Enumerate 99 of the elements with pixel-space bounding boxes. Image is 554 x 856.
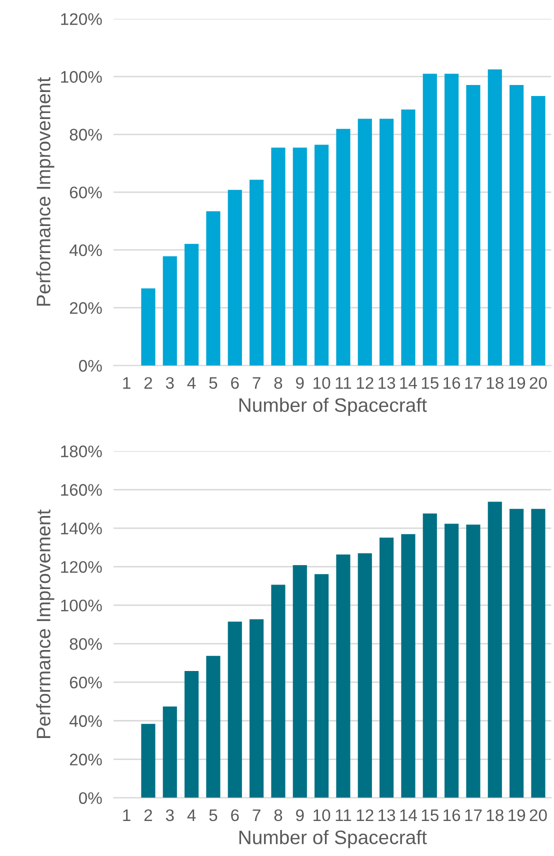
x-axis-title: Number of Spacecraft [239,398,427,416]
x-tick-label: 14 [400,810,418,821]
x-tick-label: 13 [378,377,396,389]
x-axis-title: Number of Spacecraft [239,830,427,848]
bar [488,502,502,798]
bar [292,565,307,798]
bar [228,190,242,366]
x-tick-label: 12 [356,809,374,821]
x-tick-label: 11 [336,810,352,821]
x-tick-label: 7 [252,810,260,821]
x-tick-label: 19 [508,809,526,822]
bar [488,69,502,366]
x-tick-label: 18 [486,377,504,389]
x-tick-label: 6 [231,809,239,822]
bar [250,619,264,798]
x-tick-label: 2 [144,377,152,389]
bar [444,524,459,798]
bar [141,288,156,366]
x-tick-label: 11 [336,377,352,389]
x-tick-label: 7 [252,377,260,389]
x-tick-label: 20 [530,809,547,822]
bar [401,534,416,798]
bar [292,148,307,366]
bar [336,128,350,366]
bar [336,554,350,798]
x-tick-label: 19 [508,377,526,389]
y-tick-label: 140% [61,522,102,534]
x-tick-label: 3 [166,377,174,389]
bar [466,84,480,366]
x-tick-label: 14 [400,377,418,389]
x-tick-label: 5 [209,377,218,389]
bar [380,118,394,366]
y-tick-label: 0% [79,360,102,372]
y-tick-label: 100% [61,600,102,612]
x-tick-label: 16 [444,809,460,822]
bar [358,553,372,798]
bar [206,656,220,798]
x-tick-label: 9 [296,809,304,822]
x-tick-label: 10 [314,377,330,389]
x-tick-label: 13 [378,809,396,822]
x-tick-label: 4 [187,810,196,821]
x-tick-label: 10 [314,809,330,822]
x-tick-label: 2 [144,809,152,821]
bar [184,244,199,366]
y-tick-label: 180% [61,446,102,458]
bar [314,574,329,798]
y-axis-title: Performance Improvement [36,509,54,738]
y-tick-label: 20% [70,754,102,766]
bar [422,514,437,798]
x-tick-label: 16 [444,377,460,389]
y-tick-label: 20% [70,302,102,314]
bar [531,96,546,366]
bar [380,538,394,798]
bar [444,74,459,366]
x-tick-label: 3 [166,809,174,822]
x-tick-label: 17 [465,810,482,821]
bar [510,84,524,366]
x-tick-label: 15 [422,810,438,822]
x-tick-label: 8 [274,809,282,822]
y-tick-label: 60% [70,186,102,198]
bar [510,508,524,798]
bar [141,724,156,798]
x-tick-label: 4 [187,377,196,389]
bar [271,584,286,798]
y-tick-label: 100% [61,71,102,83]
y-tick-label: 120% [61,13,102,26]
x-tick-label: 1 [123,810,130,821]
bar [358,118,372,366]
bar [466,524,480,798]
y-tick-label: 60% [70,676,102,688]
x-tick-label: 20 [530,377,547,389]
x-tick-label: 12 [356,377,374,389]
y-tick-label: 80% [70,128,102,141]
x-tick-label: 17 [465,377,482,389]
bar [531,508,546,798]
y-axis-title: Performance Improvement [36,77,54,306]
x-tick-label: 8 [274,377,282,389]
bar [401,110,416,366]
bar [314,144,329,366]
y-tick-label: 160% [61,484,102,496]
bar [271,148,286,366]
y-tick-label: 120% [61,561,102,573]
x-tick-label: 18 [486,809,504,822]
bar [250,180,264,366]
bar [228,622,242,798]
bar [422,74,437,366]
x-tick-label: 15 [422,377,438,389]
bar [184,671,199,798]
y-tick-label: 40% [69,244,102,256]
x-tick-label: 6 [231,377,239,389]
y-tick-label: 80% [70,638,102,650]
y-tick-label: 40% [69,715,102,727]
x-tick-label: 9 [296,377,304,389]
bar [162,256,177,366]
bar [162,706,177,798]
x-tick-label: 1 [123,377,130,389]
bar [206,211,220,366]
y-tick-label: 0% [79,792,102,804]
x-tick-label: 5 [209,810,218,822]
